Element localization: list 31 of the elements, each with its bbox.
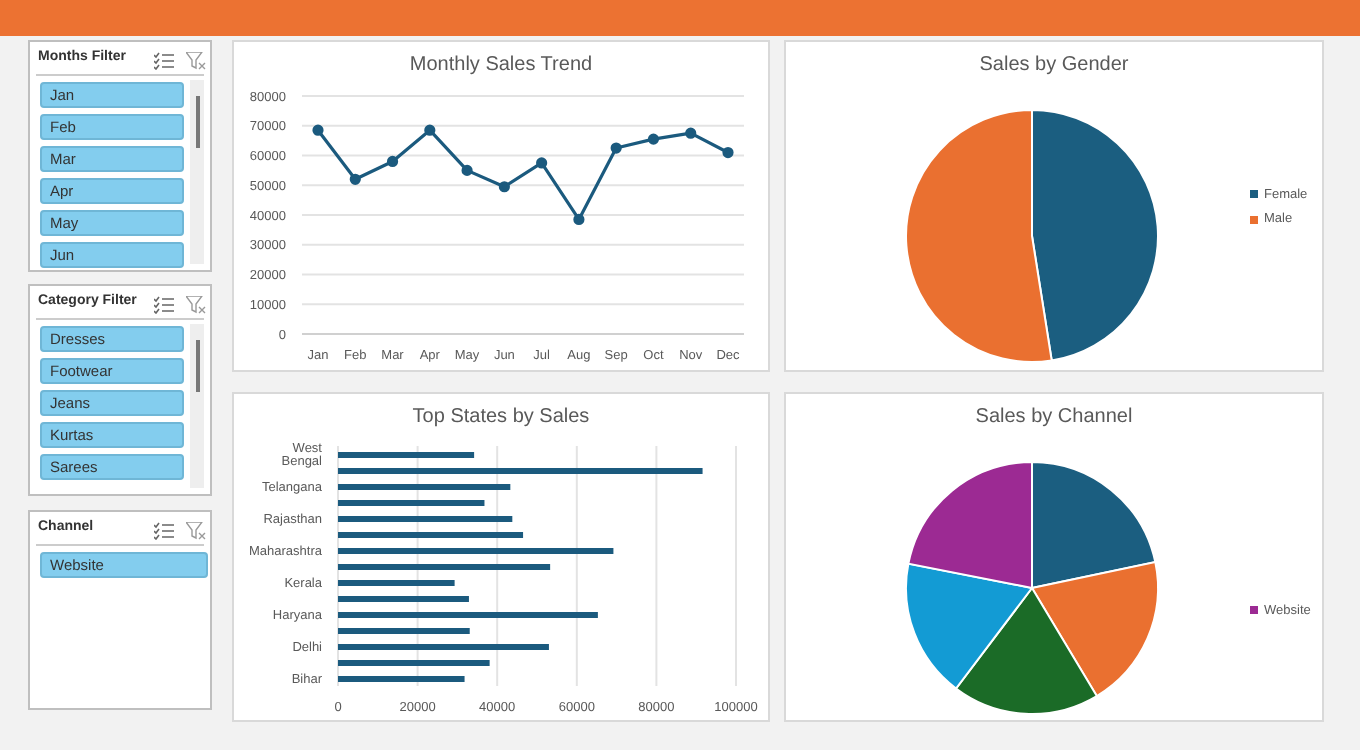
bar: [338, 580, 455, 586]
point: [722, 146, 734, 159]
bar: [338, 644, 549, 650]
bar: [338, 548, 614, 554]
bar: [338, 660, 490, 666]
point: [610, 142, 622, 154]
bar: [338, 612, 598, 618]
point: [573, 213, 585, 226]
point: [498, 181, 510, 193]
bar: [338, 468, 703, 474]
bar: [338, 516, 513, 522]
chart-title: Top States by Sales: [410, 406, 592, 428]
chart-title: Monthly Sales Trend: [407, 54, 595, 76]
bar: [338, 484, 511, 490]
point: [312, 124, 324, 136]
bar: [338, 564, 551, 570]
bar: [338, 676, 465, 682]
bar: [338, 500, 485, 506]
point: [386, 155, 399, 168]
point: [461, 164, 473, 176]
point: [536, 157, 548, 169]
chart-title: Sales by Gender: [977, 54, 1131, 76]
bar: [338, 628, 470, 634]
bar: [338, 596, 469, 602]
chart-title: Sales by Channel: [973, 406, 1135, 428]
point: [647, 133, 660, 145]
point: [685, 127, 697, 139]
point: [424, 124, 436, 136]
bar: [338, 532, 524, 538]
point: [349, 173, 361, 185]
bar: [338, 452, 475, 458]
